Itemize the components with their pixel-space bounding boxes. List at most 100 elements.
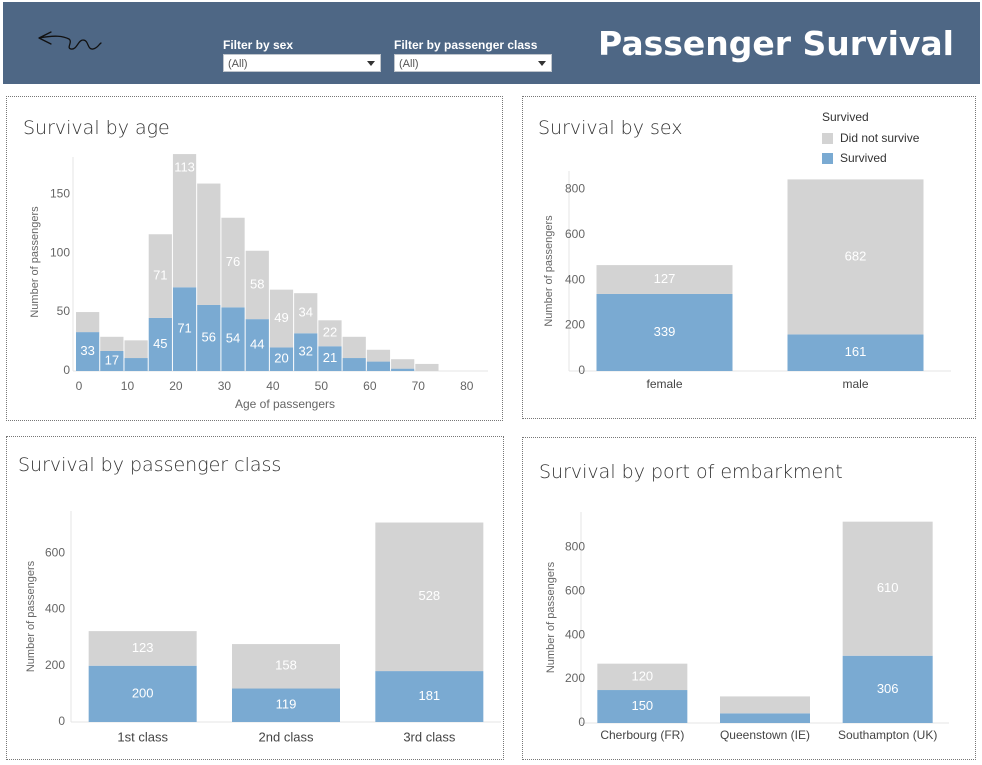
- panel-survival-by-port: Survival by port of embarkment 0 200 400 60…: [522, 437, 976, 760]
- filter-sex-dropdown[interactable]: (All): [223, 54, 381, 72]
- bar-did-not-survive: [232, 644, 340, 689]
- y-axis-label: Number of passengers: [543, 215, 555, 327]
- bar-survived: [391, 368, 415, 371]
- page-title: Passenger Survival: [598, 24, 954, 63]
- x-tick-label: 20: [169, 379, 183, 393]
- bar-survived: [842, 655, 933, 723]
- chart-title-class: Survival by passenger class: [18, 454, 282, 476]
- bar-did-not-survive: [294, 293, 318, 334]
- legend-label: Did not survive: [840, 131, 920, 145]
- x-axis-label: Age of passengers: [235, 397, 335, 411]
- bar-survived: [375, 671, 484, 722]
- x-tick-label: 3rd class: [403, 729, 456, 744]
- data-label: 158: [275, 658, 297, 673]
- data-label: 21: [323, 350, 337, 365]
- y-tick-label: 400: [565, 627, 585, 641]
- y-tick-label: 800: [565, 539, 585, 553]
- data-label: 123: [132, 640, 154, 655]
- x-tick-label: 80: [460, 379, 474, 393]
- data-label: 113: [174, 160, 195, 175]
- data-label: 120: [631, 668, 653, 683]
- bar-did-not-survive: [391, 359, 415, 369]
- bar-did-not-survive: [318, 320, 342, 347]
- legend-label: Survived: [840, 151, 887, 165]
- legend-item-did-not-survive[interactable]: Did not survive: [822, 128, 919, 148]
- panel-survival-by-class: Survival by passenger class 0 200 400 600 Nu…: [6, 436, 504, 760]
- bar-survived: [596, 293, 733, 371]
- x-tick-label: 2nd class: [259, 729, 314, 744]
- data-label: 22: [323, 325, 337, 340]
- bar-survived: [197, 304, 221, 371]
- data-label: 610: [877, 580, 899, 595]
- y-tick-label: 50: [57, 304, 71, 318]
- y-tick-label: 0: [58, 714, 65, 728]
- x-tick-label: Cherbourg (FR): [600, 728, 684, 742]
- chevron-down-icon: [538, 61, 546, 66]
- filter-class-dropdown[interactable]: (All): [394, 54, 552, 72]
- bar-survived: [148, 317, 172, 371]
- x-tick-label: 1st class: [117, 729, 168, 744]
- x-tick-label: 40: [266, 379, 280, 393]
- bar-did-not-survive: [366, 349, 391, 362]
- data-label: 33: [80, 343, 94, 358]
- data-label: 76: [226, 254, 240, 269]
- chart-survival-by-class: 0 200 400 600 Number of passengers 200 123 1st …: [25, 511, 501, 744]
- filter-sex-value: (All): [228, 58, 248, 70]
- y-tick-label: 200: [565, 318, 585, 332]
- data-label: 34: [299, 305, 313, 320]
- y-axis-label: Number of passengers: [545, 561, 557, 673]
- bar-did-not-survive: [597, 663, 688, 691]
- bar-did-not-survive: [100, 336, 124, 351]
- panel-survival-by-age: Survival by age 0 50 100 150 0 10 20 30 40 50 60 70…: [6, 96, 503, 421]
- y-tick-label: 600: [45, 545, 65, 559]
- x-tick-label: male: [842, 377, 868, 391]
- y-tick-label: 200: [565, 671, 585, 685]
- y-tick-label: 400: [565, 272, 585, 286]
- y-axis-label: Number of passengers: [25, 560, 37, 672]
- bar-did-not-survive: [245, 250, 269, 320]
- bar-survived: [124, 358, 148, 371]
- chart-survival-by-port: 0 200 400 600 800 Number of passengers 150 120 C…: [545, 512, 949, 742]
- bar-survived: [294, 333, 318, 371]
- bar-did-not-survive: [148, 234, 172, 318]
- x-tick-label: female: [646, 377, 682, 391]
- bar-survived: [245, 319, 269, 371]
- y-tick-label: 0: [578, 363, 585, 377]
- bar-survived: [100, 350, 124, 371]
- bar-survived: [221, 307, 245, 371]
- legend-item-survived[interactable]: Survived: [822, 148, 919, 168]
- chevron-down-icon: [367, 61, 375, 66]
- bar-did-not-survive: [269, 289, 294, 348]
- bar-survived: [76, 332, 100, 371]
- bar-survived: [232, 688, 340, 722]
- y-tick-label: 600: [565, 227, 585, 241]
- bar-did-not-survive: [172, 154, 197, 288]
- data-label: 71: [153, 268, 167, 283]
- y-tick-label: 600: [565, 583, 585, 597]
- x-tick-label: 0: [76, 379, 83, 393]
- data-label: 56: [202, 329, 216, 344]
- filter-class-label: Filter by passenger class: [394, 38, 538, 52]
- filter-class-value: (All): [399, 58, 419, 70]
- y-tick-label: 0: [63, 363, 70, 377]
- bar-survived: [172, 287, 197, 371]
- bar-did-not-survive: [596, 265, 733, 294]
- data-label: 71: [177, 321, 191, 336]
- data-label: 528: [418, 588, 440, 603]
- data-label: 339: [654, 324, 676, 339]
- bar-did-not-survive: [76, 312, 100, 333]
- legend-swatch: [822, 152, 833, 164]
- back-arrow-icon[interactable]: [33, 26, 105, 58]
- bar-did-not-survive: [787, 179, 924, 335]
- data-label: 200: [132, 685, 154, 700]
- y-tick-label: 0: [578, 715, 585, 729]
- bar-survived: [720, 713, 810, 723]
- bar-survived: [318, 346, 342, 371]
- y-tick-label: 150: [50, 186, 70, 200]
- header-bar: Filter by sex (All) Filter by passenger …: [3, 2, 980, 84]
- chart-title-port: Survival by port of embarkment: [539, 461, 843, 483]
- bar-survived: [366, 361, 391, 371]
- x-tick-label: Queenstown (IE): [720, 728, 810, 742]
- y-tick-label: 100: [50, 245, 70, 259]
- chart-survival-by-age: 0 50 100 150 0 10 20 30 40 50 60 70 80 Age of passeng…: [29, 154, 488, 411]
